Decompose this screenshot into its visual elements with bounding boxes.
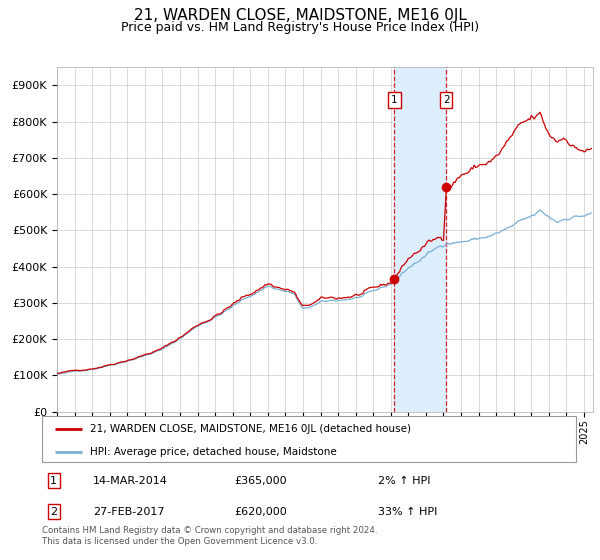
Text: 2: 2 <box>50 507 58 517</box>
Text: 2% ↑ HPI: 2% ↑ HPI <box>379 475 431 486</box>
Text: 21, WARDEN CLOSE, MAIDSTONE, ME16 0JL (detached house): 21, WARDEN CLOSE, MAIDSTONE, ME16 0JL (d… <box>90 424 411 434</box>
Text: 33% ↑ HPI: 33% ↑ HPI <box>379 507 438 517</box>
FancyBboxPatch shape <box>42 416 576 462</box>
Text: 1: 1 <box>391 95 398 105</box>
Bar <box>394 67 446 412</box>
Text: 21, WARDEN CLOSE, MAIDSTONE, ME16 0JL: 21, WARDEN CLOSE, MAIDSTONE, ME16 0JL <box>134 8 466 24</box>
Text: Price paid vs. HM Land Registry's House Price Index (HPI): Price paid vs. HM Land Registry's House … <box>121 21 479 34</box>
Text: 2: 2 <box>443 95 449 105</box>
Text: HPI: Average price, detached house, Maidstone: HPI: Average price, detached house, Maid… <box>90 447 337 457</box>
Text: 1: 1 <box>50 475 57 486</box>
Text: 27-FEB-2017: 27-FEB-2017 <box>93 507 164 517</box>
Text: £620,000: £620,000 <box>234 507 287 517</box>
Text: Contains HM Land Registry data © Crown copyright and database right 2024.
This d: Contains HM Land Registry data © Crown c… <box>42 526 377 546</box>
Text: £365,000: £365,000 <box>234 475 287 486</box>
Text: 14-MAR-2014: 14-MAR-2014 <box>93 475 167 486</box>
